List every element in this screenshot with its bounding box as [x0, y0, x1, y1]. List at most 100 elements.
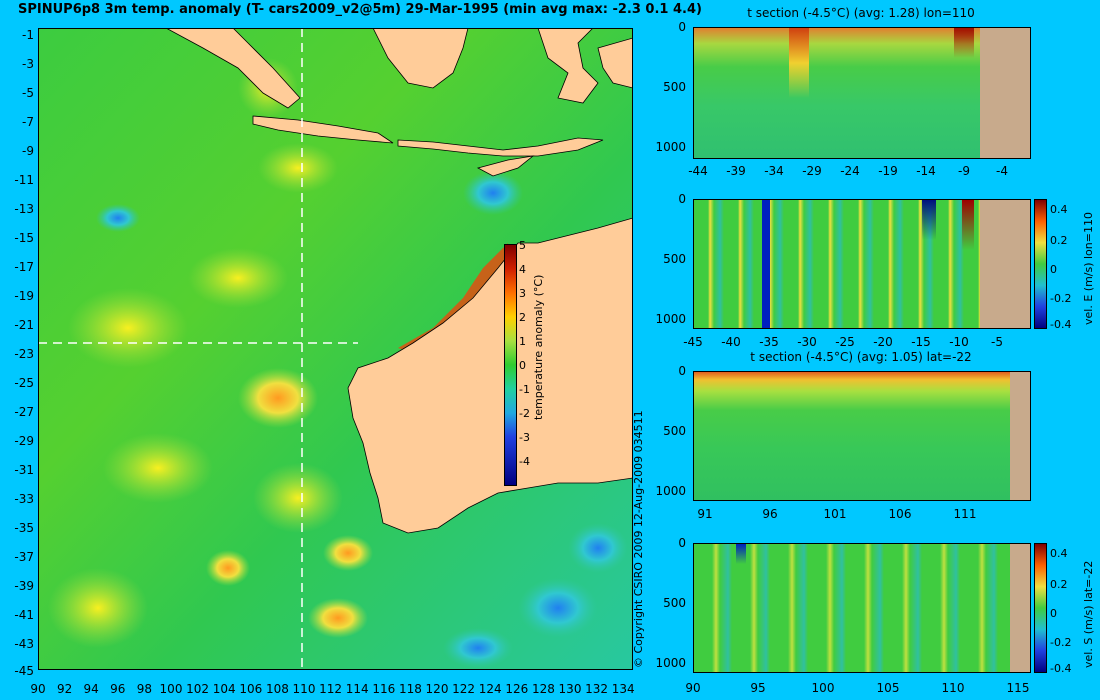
lon-tick: 112 — [319, 682, 343, 696]
lat-tick: -19 — [878, 164, 898, 178]
map-lat-axis: -1 -3 -5 -7 -9 -11 -13 -15 -17 -19 -21 -… — [0, 28, 36, 678]
lat-tick: -27 — [14, 405, 34, 419]
panel-2-jet — [962, 200, 974, 250]
lat-tick: -19 — [14, 289, 34, 303]
lat-tick: -30 — [797, 335, 817, 349]
lat-tick: -34 — [764, 164, 784, 178]
depth-tick: 1000 — [655, 656, 686, 670]
lat-tick: -9 — [22, 144, 34, 158]
panel-1-land-mask — [980, 28, 1030, 158]
panel-2-jet — [762, 200, 770, 328]
panel-2-y-axis: 0 500 1000 — [652, 192, 688, 332]
lat-tick: -37 — [14, 550, 34, 564]
lon-tick: 95 — [750, 681, 766, 695]
panel-2-velocity-plot[interactable] — [693, 199, 1031, 329]
panel-4-y-axis: 0 500 1000 — [652, 536, 688, 676]
panel-3-section-plot[interactable] — [693, 371, 1031, 501]
cb-tick: 0.4 — [1050, 547, 1068, 560]
cb-tick: 0 — [1050, 607, 1057, 620]
map-canvas — [38, 28, 633, 670]
lat-tick: -5 — [991, 335, 1003, 349]
cb-tick: -0.2 — [1050, 636, 1072, 649]
cb-tick: 0 — [1050, 263, 1057, 276]
map-panel[interactable] — [38, 28, 633, 670]
lesser-sunda-islands — [397, 137, 604, 157]
cb-tick: -0.4 — [1050, 662, 1072, 675]
lon-tick: 111 — [953, 507, 977, 521]
lon-tick: 124 — [478, 682, 502, 696]
lat-tick: -11 — [14, 173, 34, 187]
lon-tick: 100 — [811, 681, 835, 695]
panel-1-warm-core — [789, 28, 809, 98]
lon-tick: 90 — [30, 682, 46, 696]
lon-tick: 128 — [531, 682, 555, 696]
cb-tick: 0 — [519, 359, 526, 372]
panel-4-x-axis: 90 95 100 105 110 115 — [685, 681, 1033, 697]
lon-tick: 96 — [110, 682, 126, 696]
panel-2-x-axis: -45 -40 -35 -30 -25 -20 -15 -10 -5 — [683, 335, 1033, 351]
lat-tick: -13 — [14, 202, 34, 216]
lat-tick: -31 — [14, 463, 34, 477]
panel-2-colorbar — [1034, 199, 1047, 329]
panel-3-land-mask — [1010, 372, 1030, 500]
depth-tick: 0 — [678, 364, 686, 378]
panel-4-velocity-plot[interactable] — [693, 543, 1031, 673]
depth-tick: 0 — [678, 536, 686, 550]
lat-tick: -45 — [683, 335, 703, 349]
panel-1-warm-core — [954, 28, 974, 58]
lon-tick: 102 — [186, 682, 210, 696]
cb-tick: 5 — [519, 239, 526, 252]
warm-shelf-band — [398, 243, 508, 353]
lat-tick: -41 — [14, 608, 34, 622]
map-lon-axis: 90 92 94 96 98 100 102 104 106 108 110 1… — [30, 682, 638, 698]
lat-tick: -35 — [14, 521, 34, 535]
panel-1-x-axis: -44 -39 -34 -29 -24 -19 -14 -9 -4 — [688, 164, 1033, 180]
lat-tick: -39 — [14, 579, 34, 593]
lat-tick: -5 — [22, 86, 34, 100]
depth-tick: 0 — [678, 192, 686, 206]
panel-2-jet — [922, 200, 936, 240]
lon-tick: 98 — [136, 682, 153, 696]
panel-2-colorbar-label: vel. E (m/s) lon=110 — [1082, 212, 1095, 325]
lat-tick: -7 — [22, 115, 34, 129]
depth-tick: 500 — [663, 424, 686, 438]
panel-4-colorbar — [1034, 543, 1047, 673]
cb-tick: 2 — [519, 311, 526, 324]
lon-tick: 92 — [56, 682, 73, 696]
lon-tick: 90 — [685, 681, 701, 695]
panel-1-section-plot[interactable] — [693, 27, 1031, 159]
lon-tick: 114 — [345, 682, 369, 696]
lat-tick: -45 — [14, 664, 34, 678]
lat-tick: -20 — [873, 335, 893, 349]
panel-4-jet — [736, 544, 746, 564]
lon-tick: 100 — [159, 682, 183, 696]
map-colorbar-ticks: 5 4 3 2 1 0 -1 -2 -3 -4 — [519, 236, 539, 496]
cb-tick: 4 — [519, 263, 526, 276]
cb-tick: -0.4 — [1050, 318, 1072, 331]
lon-tick: 116 — [372, 682, 396, 696]
lat-tick: -29 — [802, 164, 822, 178]
lon-tick: 134 — [611, 682, 635, 696]
sulawesi-landmass — [537, 28, 599, 104]
cb-tick: -1 — [519, 383, 530, 396]
depth-tick: 500 — [663, 596, 686, 610]
timor-island — [476, 155, 535, 177]
cb-tick: 0.2 — [1050, 578, 1068, 591]
new-guinea-landmass — [597, 37, 633, 89]
borneo-landmass — [372, 28, 469, 89]
lat-tick: -44 — [688, 164, 708, 178]
panel-3-y-axis: 0 500 1000 — [652, 364, 688, 504]
lon-tick: 104 — [212, 682, 236, 696]
cb-tick: 0.2 — [1050, 234, 1068, 247]
panel-1-y-axis: 0 500 1000 — [652, 20, 688, 160]
copyright-notice: © Copyright CSIRO 2009 12-Aug-2009 03451… — [632, 410, 645, 668]
lon-tick: 106 — [239, 682, 263, 696]
main-title: SPINUP6p8 3m temp. anomaly (T- cars2009_… — [18, 2, 702, 17]
cb-tick: -4 — [519, 455, 530, 468]
cb-tick: -3 — [519, 431, 530, 444]
lat-tick: -3 — [22, 57, 34, 71]
cb-tick: -0.2 — [1050, 292, 1072, 305]
lon-tick: 118 — [398, 682, 422, 696]
panel-3-x-axis: 91 96 101 106 111 — [693, 507, 1033, 523]
map-colorbar-label: temperature anomaly (°C) — [532, 274, 545, 420]
